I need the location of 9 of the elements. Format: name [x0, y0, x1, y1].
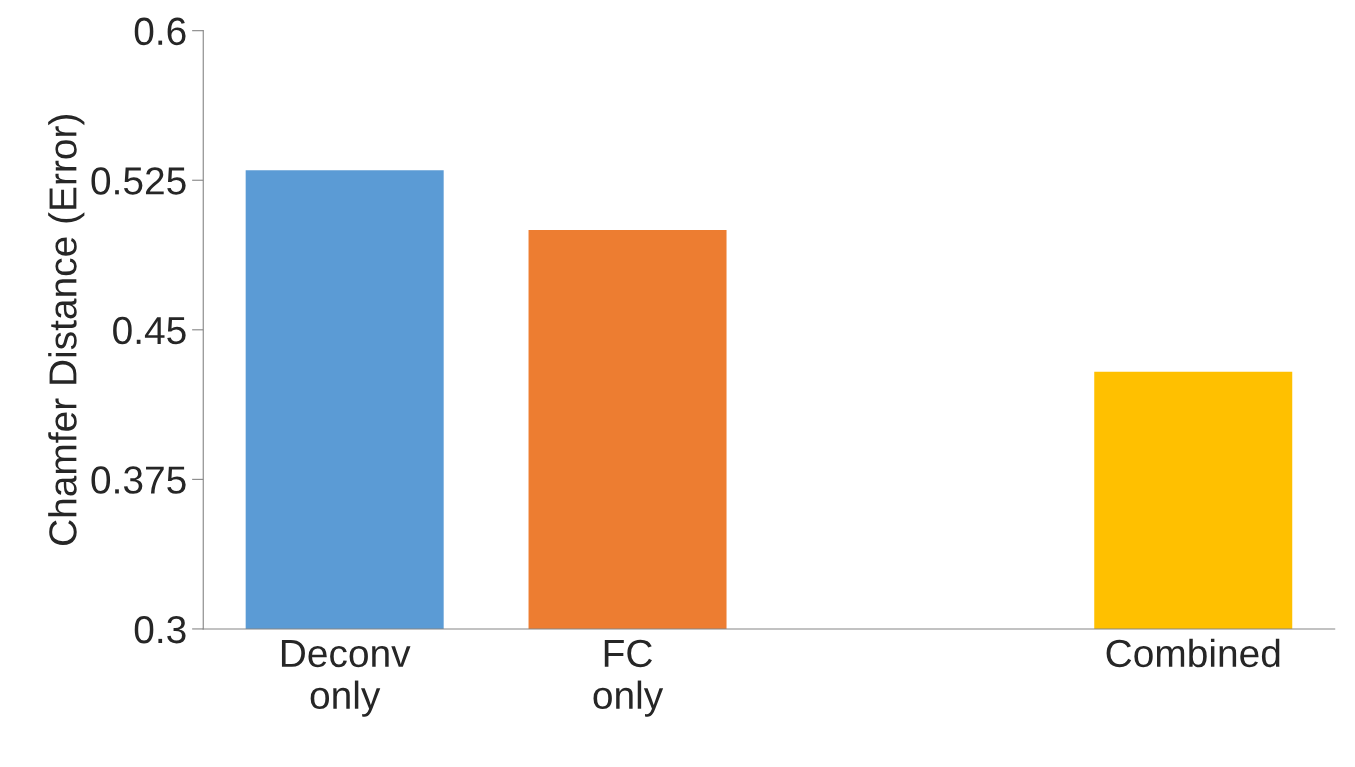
y-axis-title: Chamfer Distance (Error) — [48, 115, 85, 545]
y-tick-label: 0.375 — [91, 466, 186, 494]
x-tick-label: Deconv only — [281, 640, 411, 717]
x-tick-label: FC only — [593, 639, 664, 717]
y-tick-label: 0.6 — [134, 17, 186, 46]
x-tick-label: Combined — [1106, 638, 1280, 668]
y-tick-label: 0.525 — [91, 167, 186, 195]
y-tick-label: 0.45 — [113, 316, 186, 345]
y-tick-label: 0.3 — [134, 615, 186, 644]
